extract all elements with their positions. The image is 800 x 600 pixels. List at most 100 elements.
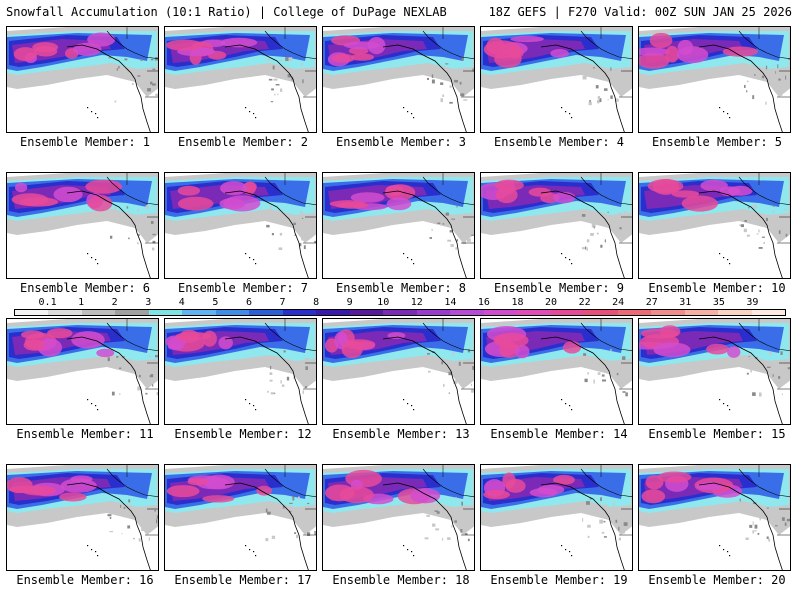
- ensemble-map-panel: [322, 172, 475, 279]
- colorbar-tick-label: 4: [178, 297, 185, 308]
- ensemble-map-panel: [638, 318, 791, 425]
- colorbar-tick-label: 3: [145, 297, 152, 308]
- snowfall-map: [639, 173, 790, 278]
- colorbar-swatch: [450, 310, 484, 315]
- colorbar-swatch: [182, 310, 216, 315]
- ensemble-member-label: Ensemble Member: 2: [177, 135, 309, 149]
- colorbar-swatch: [517, 310, 551, 315]
- snowfall-map: [165, 465, 316, 570]
- colorbar-swatch: [215, 310, 250, 315]
- colorbar-tick-label: 24: [612, 297, 625, 308]
- ensemble-member-label: Ensemble Member: 4: [493, 135, 625, 149]
- ensemble-map-panel: [164, 26, 317, 133]
- ensemble-member-label: Ensemble Member: 13: [332, 427, 470, 441]
- colorbar-tick-label: 14: [444, 297, 457, 308]
- ensemble-map-panel: [6, 464, 159, 571]
- snowfall-map: [323, 173, 474, 278]
- colorbar-swatch: [584, 310, 618, 315]
- ensemble-member-label: Ensemble Member: 6: [19, 281, 151, 295]
- colorbar-tick-label: 9: [346, 297, 353, 308]
- snowfall-map: [481, 319, 632, 424]
- colorbar-swatch: [148, 310, 183, 315]
- snowfall-map: [323, 319, 474, 424]
- ensemble-map-panel: [638, 172, 791, 279]
- ensemble-map-panel: [6, 318, 159, 425]
- colorbar-tick-label: 6: [245, 297, 252, 308]
- colorbar-tick-label: 39: [746, 297, 759, 308]
- ensemble-member-label: Ensemble Member: 1: [19, 135, 151, 149]
- colorbar-tick-label: 5: [212, 297, 219, 308]
- colorbar-swatch: [316, 310, 350, 315]
- snowfall-map: [323, 465, 474, 570]
- colorbar-tick-label: 35: [712, 297, 725, 308]
- ensemble-map-panel: [6, 172, 159, 279]
- ensemble-member-label: Ensemble Member: 20: [648, 573, 786, 587]
- colorbar-labels: 0.1 1 2 3 4 5 6 7 8 9 10 12 14 16 18 20 22 24 27 31 35 39: [14, 298, 786, 308]
- run-info: 18Z GEFS | F270 Valid: 00Z SUN JAN 25 20…: [488, 5, 792, 19]
- snowfall-map: [7, 173, 158, 278]
- ensemble-map-panel: [322, 26, 475, 133]
- ensemble-member-label: Ensemble Member: 10: [648, 281, 786, 295]
- snowfall-map: [165, 319, 316, 424]
- ensemble-member-label: Ensemble Member: 15: [648, 427, 786, 441]
- ensemble-member-label: Ensemble Member: 19: [490, 573, 628, 587]
- snowfall-map: [165, 27, 316, 132]
- colorbar-swatch: [249, 310, 283, 315]
- ensemble-member-label: Ensemble Member: 18: [332, 573, 470, 587]
- snowfall-map: [481, 173, 632, 278]
- colorbar-tick-label: 18: [511, 297, 524, 308]
- snowfall-map: [323, 27, 474, 132]
- colorbar-tick-label: 16: [477, 297, 490, 308]
- snowfall-map: [7, 319, 158, 424]
- snowfall-map: [639, 27, 790, 132]
- colorbar-tick-label: 2: [111, 297, 118, 308]
- snowfall-map: [7, 465, 158, 570]
- ensemble-map-panel: [480, 318, 633, 425]
- colorbar-tick-label: 10: [377, 297, 390, 308]
- colorbar-swatch: [15, 310, 49, 315]
- colorbar-tick-label: 27: [645, 297, 658, 308]
- ensemble-member-label: Ensemble Member: 11: [16, 427, 154, 441]
- ensemble-map-panel: [480, 26, 633, 133]
- ensemble-member-label: Ensemble Member: 9: [493, 281, 625, 295]
- ensemble-member-label: Ensemble Member: 7: [177, 281, 309, 295]
- snowfall-map: [639, 319, 790, 424]
- colorbar-tick-label: 1: [78, 297, 85, 308]
- colorbar-tick-label: 0.1: [38, 297, 57, 308]
- colorbar-swatch: [718, 310, 752, 315]
- colorbar-swatch: [416, 310, 451, 315]
- ensemble-map-panel: [480, 172, 633, 279]
- colorbar-swatch: [81, 310, 116, 315]
- ensemble-member-label: Ensemble Member: 17: [174, 573, 312, 587]
- colorbar-swatch: [617, 310, 652, 315]
- snowfall-map: [481, 465, 632, 570]
- colorbar-swatch: [282, 310, 317, 315]
- colorbar-tick-label: 20: [545, 297, 558, 308]
- snowfall-map: [7, 27, 158, 132]
- colorbar-tick-label: 8: [313, 297, 320, 308]
- ensemble-member-label: Ensemble Member: 5: [651, 135, 783, 149]
- colorbar-swatch: [483, 310, 518, 315]
- colorbar-tick-label: 12: [410, 297, 423, 308]
- ensemble-map-panel: [6, 26, 159, 133]
- colorbar-swatch: [383, 310, 417, 315]
- ensemble-map-panel: [164, 464, 317, 571]
- colorbar-swatch: [751, 310, 786, 315]
- ensemble-map-panel: [164, 172, 317, 279]
- snowfall-map: [165, 173, 316, 278]
- colorbar-swatch: [684, 310, 719, 315]
- ensemble-map-panel: [164, 318, 317, 425]
- ensemble-map-panel: [322, 464, 475, 571]
- snowfall-map: [481, 27, 632, 132]
- colorbar-tick-label: 22: [578, 297, 591, 308]
- ensemble-member-label: Ensemble Member: 3: [335, 135, 467, 149]
- ensemble-member-label: Ensemble Member: 14: [490, 427, 628, 441]
- ensemble-member-label: Ensemble Member: 16: [16, 573, 154, 587]
- snowfall-map: [639, 465, 790, 570]
- colorbar-swatch: [651, 310, 685, 315]
- colorbar-swatches: [14, 309, 786, 316]
- colorbar-swatch: [550, 310, 585, 315]
- ensemble-map-panel: [638, 464, 791, 571]
- ensemble-map-panel: [638, 26, 791, 133]
- colorbar-swatch: [48, 310, 82, 315]
